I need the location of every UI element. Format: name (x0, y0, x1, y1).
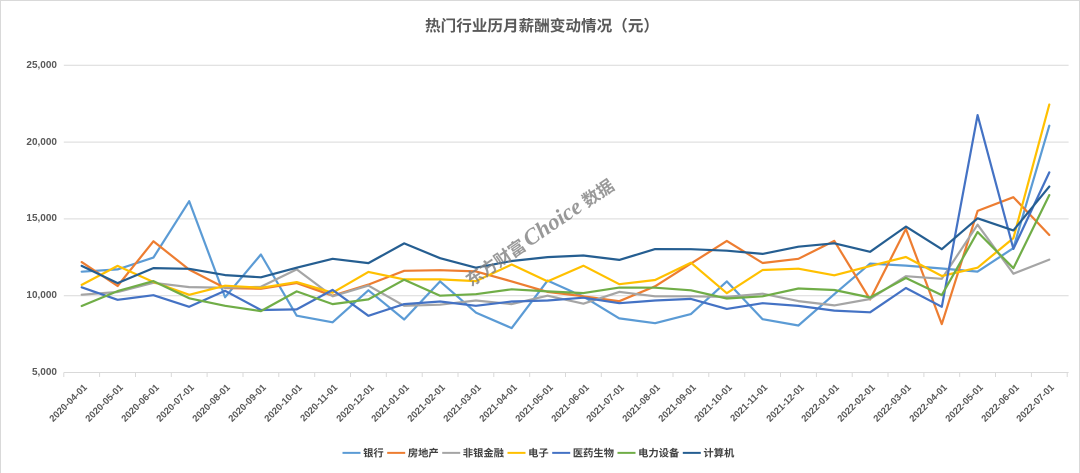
svg-text:Choice: Choice (518, 194, 586, 252)
